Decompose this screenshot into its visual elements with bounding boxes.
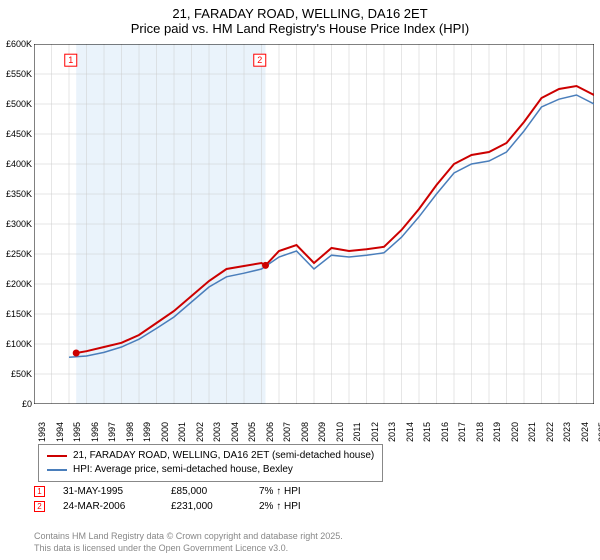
x-tick-label: 2000 bbox=[160, 422, 170, 442]
x-tick-label: 1995 bbox=[72, 422, 82, 442]
y-tick-label: £350K bbox=[6, 189, 32, 199]
x-tick-label: 1996 bbox=[90, 422, 100, 442]
x-axis-labels: 1993199419951996199719981999200020012002… bbox=[34, 404, 594, 434]
y-tick-label: £550K bbox=[6, 69, 32, 79]
y-tick-label: £250K bbox=[6, 249, 32, 259]
x-tick-label: 2015 bbox=[422, 422, 432, 442]
x-tick-label: 2003 bbox=[212, 422, 222, 442]
x-tick-label: 2006 bbox=[265, 422, 275, 442]
x-tick-label: 1997 bbox=[107, 422, 117, 442]
sales-table: 1 31-MAY-1995 £85,000 7% ↑ HPI 2 24-MAR-2006 £… bbox=[34, 484, 329, 514]
legend-label: HPI: Average price, semi-detached house,… bbox=[73, 463, 293, 477]
y-tick-label: £450K bbox=[6, 129, 32, 139]
x-tick-label: 2010 bbox=[335, 422, 345, 442]
legend-swatch bbox=[47, 455, 67, 457]
x-tick-label: 1993 bbox=[37, 422, 47, 442]
x-tick-label: 2001 bbox=[177, 422, 187, 442]
x-tick-label: 2017 bbox=[457, 422, 467, 442]
sale-date: 24-MAR-2006 bbox=[63, 501, 153, 512]
legend-swatch bbox=[47, 469, 67, 471]
y-tick-label: £600K bbox=[6, 39, 32, 49]
x-tick-label: 2020 bbox=[510, 422, 520, 442]
sale-row: 2 24-MAR-2006 £231,000 2% ↑ HPI bbox=[34, 499, 329, 514]
x-tick-label: 2021 bbox=[527, 422, 537, 442]
title-address: 21, FARADAY ROAD, WELLING, DA16 2ET bbox=[0, 6, 600, 21]
y-tick-label: £500K bbox=[6, 99, 32, 109]
y-tick-label: £50K bbox=[11, 369, 32, 379]
x-tick-label: 2024 bbox=[580, 422, 590, 442]
legend-item: HPI: Average price, semi-detached house,… bbox=[47, 463, 374, 477]
y-tick-label: £400K bbox=[6, 159, 32, 169]
footer-line2: This data is licensed under the Open Gov… bbox=[34, 542, 343, 554]
x-tick-label: 2004 bbox=[230, 422, 240, 442]
legend-item: 21, FARADAY ROAD, WELLING, DA16 2ET (sem… bbox=[47, 449, 374, 463]
y-tick-label: £100K bbox=[6, 339, 32, 349]
chart-container: 21, FARADAY ROAD, WELLING, DA16 2ET Pric… bbox=[0, 0, 600, 560]
sale-hpi-delta: 2% ↑ HPI bbox=[259, 501, 329, 512]
legend-box: 21, FARADAY ROAD, WELLING, DA16 2ET (sem… bbox=[38, 444, 383, 482]
x-tick-label: 2005 bbox=[247, 422, 257, 442]
x-tick-label: 2019 bbox=[492, 422, 502, 442]
sale-price: £85,000 bbox=[171, 486, 241, 497]
x-tick-label: 2011 bbox=[352, 422, 362, 441]
x-tick-label: 2014 bbox=[405, 422, 415, 442]
x-tick-label: 2012 bbox=[370, 422, 380, 442]
footer-attribution: Contains HM Land Registry data © Crown c… bbox=[34, 530, 343, 554]
x-tick-label: 1999 bbox=[142, 422, 152, 442]
sale-hpi-delta: 7% ↑ HPI bbox=[259, 486, 329, 497]
legend-label: 21, FARADAY ROAD, WELLING, DA16 2ET (sem… bbox=[73, 449, 374, 463]
title-subtitle: Price paid vs. HM Land Registry's House … bbox=[0, 21, 600, 36]
sale-row: 1 31-MAY-1995 £85,000 7% ↑ HPI bbox=[34, 484, 329, 499]
footer-line1: Contains HM Land Registry data © Crown c… bbox=[34, 530, 343, 542]
line-chart-svg: 12 bbox=[34, 44, 594, 404]
x-tick-label: 2018 bbox=[475, 422, 485, 442]
title-block: 21, FARADAY ROAD, WELLING, DA16 2ET Pric… bbox=[0, 0, 600, 38]
sale-date: 31-MAY-1995 bbox=[63, 486, 153, 497]
svg-text:1: 1 bbox=[68, 55, 73, 65]
x-tick-label: 2022 bbox=[545, 422, 555, 442]
chart-area: 12 £0£50K£100K£150K£200K£250K£300K£350K£… bbox=[34, 44, 594, 404]
x-tick-label: 2023 bbox=[562, 422, 572, 442]
svg-text:2: 2 bbox=[257, 55, 262, 65]
x-tick-label: 2016 bbox=[440, 422, 450, 442]
y-tick-label: £200K bbox=[6, 279, 32, 289]
x-tick-label: 2002 bbox=[195, 422, 205, 442]
x-tick-label: 1994 bbox=[55, 422, 65, 442]
y-axis-labels: £0£50K£100K£150K£200K£250K£300K£350K£400… bbox=[0, 44, 34, 404]
x-tick-label: 2007 bbox=[282, 422, 292, 442]
sale-price: £231,000 bbox=[171, 501, 241, 512]
x-tick-label: 2009 bbox=[317, 422, 327, 442]
y-tick-label: £150K bbox=[6, 309, 32, 319]
x-tick-label: 2008 bbox=[300, 422, 310, 442]
sale-marker-box: 2 bbox=[34, 501, 45, 512]
y-tick-label: £300K bbox=[6, 219, 32, 229]
x-tick-label: 2013 bbox=[387, 422, 397, 442]
x-tick-label: 1998 bbox=[125, 422, 135, 442]
y-tick-label: £0 bbox=[22, 399, 32, 409]
sale-marker-box: 1 bbox=[34, 486, 45, 497]
